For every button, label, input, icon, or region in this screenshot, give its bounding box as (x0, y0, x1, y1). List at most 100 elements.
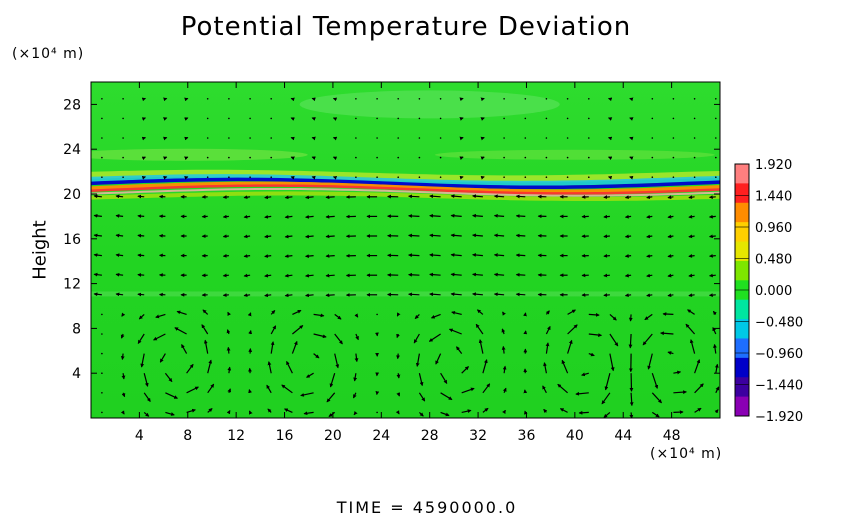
vector-arrow (408, 292, 420, 297)
vector-arrow (137, 253, 145, 258)
vector-arrow (329, 373, 336, 388)
vector-arrow (456, 346, 463, 354)
y-tick-label: 12 (63, 277, 81, 293)
vector-arrow (264, 254, 272, 258)
vector-arrow (270, 310, 276, 315)
vector-arrow (355, 176, 357, 178)
vector-arrow (545, 98, 548, 100)
vector-arrow (353, 410, 358, 416)
vector-arrow (93, 253, 102, 257)
vector-arrow (603, 234, 610, 239)
vector-arrow (267, 361, 272, 374)
vector-arrow (673, 390, 687, 395)
vector-arrow (524, 156, 527, 159)
vector-arrow (270, 156, 273, 159)
vector-arrow (459, 117, 464, 121)
vector-arrow (662, 312, 674, 316)
vector-arrow (429, 194, 441, 199)
field-band-blue (91, 177, 720, 190)
vector-arrow (712, 310, 717, 316)
vector-arrow (163, 156, 168, 161)
vector-arrow (603, 214, 610, 219)
vector-arrow (603, 411, 611, 418)
vector-arrow (501, 328, 506, 335)
vector-arrow (93, 292, 102, 297)
vector-arrow (628, 333, 633, 349)
colorbar-segment (735, 319, 749, 339)
vector-arrow (450, 253, 462, 257)
vector-arrow (448, 328, 462, 335)
vector-arrow (122, 137, 124, 139)
colorbar-tick-label: 1.440 (755, 190, 792, 205)
vector-arrow (137, 214, 145, 219)
vector-arrow (451, 310, 462, 315)
vector-arrow (176, 310, 187, 315)
x-tick-label: 12 (227, 428, 245, 444)
vector-arrow (247, 312, 252, 317)
vector-arrow (712, 327, 717, 335)
vector-arrow (524, 137, 527, 139)
vector-arrow (545, 137, 548, 139)
vector-arrow (693, 137, 696, 139)
vector-arrow (306, 372, 314, 378)
vector-arrow (101, 333, 103, 335)
vector-arrow (408, 272, 420, 277)
vector-arrow (651, 411, 660, 418)
vector-arrow (472, 233, 483, 238)
vector-arrow (305, 214, 314, 219)
vector-arrow (292, 309, 302, 315)
vector-arrow (325, 234, 335, 239)
vector-arrow (689, 339, 696, 354)
vector-arrow (249, 156, 251, 159)
vector-arrow (376, 137, 378, 139)
vector-arrow (545, 156, 548, 159)
vector-arrow (524, 176, 527, 178)
vector-arrow (270, 341, 275, 354)
vector-arrow (515, 272, 526, 277)
vector-arrow (408, 253, 420, 258)
vector-arrow (439, 156, 442, 159)
colorbar-segment (735, 357, 749, 378)
field-band-pink (91, 188, 720, 197)
vector-arrow (418, 373, 424, 387)
x-tick-label: 48 (663, 428, 681, 444)
vector-arrow (672, 137, 675, 139)
vector-arrow (646, 234, 653, 239)
vector-arrow (325, 214, 335, 219)
vector-arrow (644, 313, 653, 321)
x-tick-label: 20 (324, 428, 342, 444)
vector-arrow (101, 372, 103, 375)
vector-arrow (667, 195, 674, 200)
vector-arrow (141, 156, 146, 161)
vector-arrow (440, 392, 453, 401)
vector-arrow (515, 233, 526, 238)
x-tick-label: 24 (372, 428, 390, 444)
vector-arrow (430, 313, 441, 319)
vector-arrow (415, 353, 420, 367)
vector-arrow (165, 392, 178, 399)
vector-arrow (566, 176, 569, 178)
vector-arrow (545, 325, 551, 335)
vector-arrow (559, 408, 568, 413)
vector-arrow (115, 214, 124, 218)
vector-arrow (227, 388, 232, 393)
vector-arrow (181, 344, 188, 354)
vector-arrow (122, 98, 124, 100)
vector-arrow (440, 372, 448, 384)
vector-arrow (429, 213, 441, 218)
vector-arrow (164, 372, 173, 383)
vector-arrow (708, 195, 716, 200)
vector-arrow (588, 176, 590, 178)
vector-arrow (715, 386, 720, 394)
x-tick-label: 40 (566, 428, 584, 444)
colorbar-tick-label: −0.960 (755, 347, 803, 362)
vector-arrow (440, 411, 450, 417)
vector-arrow (206, 137, 209, 139)
colorbar-tick-label: 0.960 (755, 221, 792, 236)
vector-arrow (435, 353, 442, 365)
vector-arrow (397, 156, 400, 159)
vector-arrow (450, 272, 462, 277)
vector-arrow (524, 117, 527, 120)
vector-arrow (122, 176, 124, 178)
